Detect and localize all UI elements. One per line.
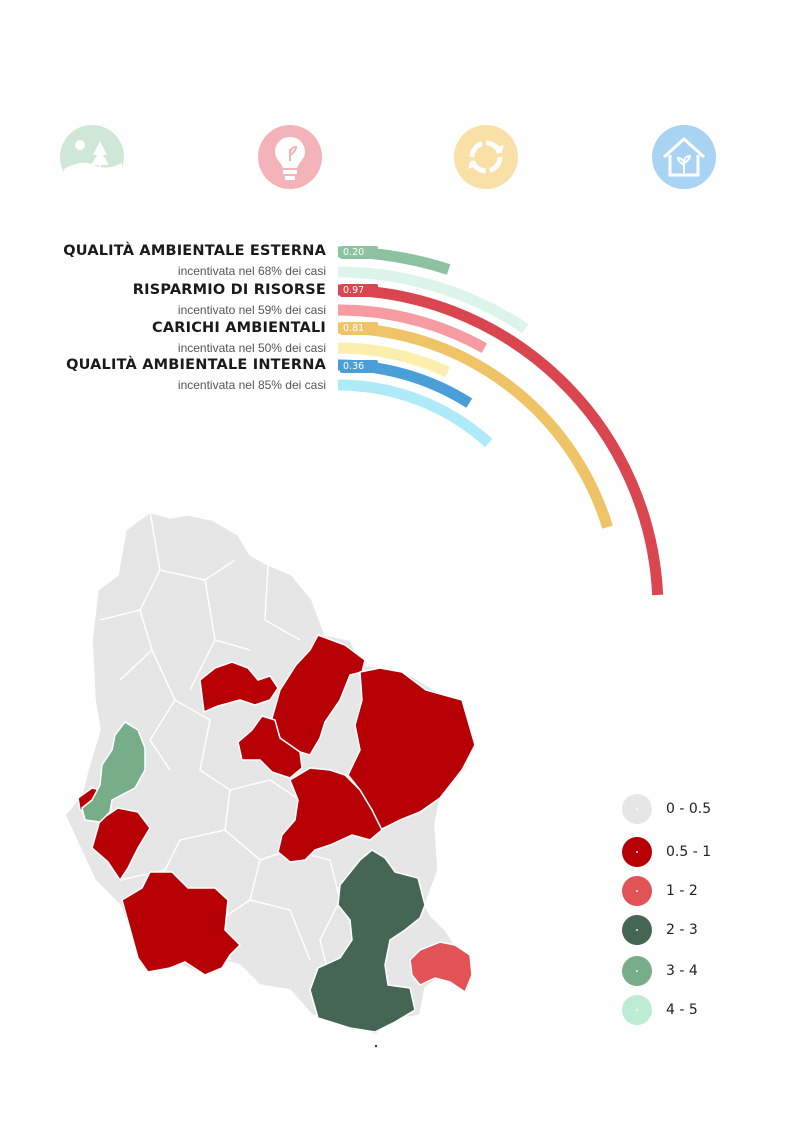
legend-label: 2 - 3 [666, 922, 698, 938]
map-region-red [91, 807, 151, 881]
legend-item: 3 - 4 [622, 954, 698, 988]
map-region-red [77, 787, 111, 815]
metric-value-external-quality: 0.20 [340, 246, 378, 259]
legend-swatch [622, 794, 652, 824]
house-plant-icon [652, 125, 716, 189]
map-region-lightred [409, 941, 473, 993]
metric-title-internal-quality: QUALITÀ AMBIENTALE INTERNA [66, 357, 326, 373]
legend-swatch [622, 956, 652, 986]
incentive-arc [337, 342, 450, 378]
legend-label: 0 - 0.5 [666, 801, 712, 817]
map-region-darkgreen [309, 849, 426, 1033]
map-region-red [347, 667, 476, 831]
legend-label: 4 - 5 [666, 1002, 698, 1018]
metric-subtitle-resource-saving: incentivato nel 59% dei casi [177, 303, 326, 317]
legend-swatch [622, 995, 652, 1025]
metric-subtitle-external-quality: incentivata nel 68% dei casi [177, 264, 326, 278]
landscape-icon [60, 125, 124, 189]
metric-title-external-quality: QUALITÀ AMBIENTALE ESTERNA [63, 243, 326, 259]
legend-swatch [622, 876, 652, 906]
incentive-arc [337, 379, 493, 448]
legend-label: 1 - 2 [666, 883, 698, 899]
map-footer-dot [374, 1044, 378, 1048]
map-region-red [121, 871, 241, 976]
metric-value-resource-saving: 0.97 [340, 284, 378, 297]
map-region-red [237, 715, 303, 779]
metric-value-internal-quality: 0.36 [340, 360, 378, 373]
map-region-green [81, 721, 146, 823]
metric-subtitle-internal-quality: incentivata nel 85% dei casi [177, 378, 326, 392]
legend-swatch [622, 837, 652, 867]
incentive-arc [337, 266, 529, 334]
legend-swatch [622, 915, 652, 945]
map-region-red [269, 634, 366, 756]
incentive-arc [337, 304, 488, 353]
value-arc [337, 322, 613, 529]
legend-item: 4 - 5 [622, 993, 698, 1027]
map-region-red [199, 661, 279, 713]
metric-value-environmental-loads: 0.81 [340, 322, 378, 335]
metric-title-resource-saving: RISPARMIO DI RISORSE [132, 282, 326, 298]
legend-item: 1 - 2 [622, 874, 698, 908]
legend-item: 0.5 - 1 [622, 835, 711, 869]
legend-label: 0.5 - 1 [666, 844, 712, 860]
recycle-icon [454, 125, 518, 189]
legend-item: 0 - 0.5 [622, 792, 711, 826]
metric-subtitle-environmental-loads: incentivata nel 50% dei casi [177, 341, 326, 355]
value-arc [337, 284, 664, 596]
map-region-red [277, 767, 383, 863]
lightbulb-icon [258, 125, 322, 189]
legend-item: 2 - 3 [622, 913, 698, 947]
legend-label: 3 - 4 [666, 963, 698, 979]
metric-title-environmental-loads: CARICHI AMBIENTALI [151, 320, 326, 336]
radial-bar-chart [337, 246, 664, 596]
